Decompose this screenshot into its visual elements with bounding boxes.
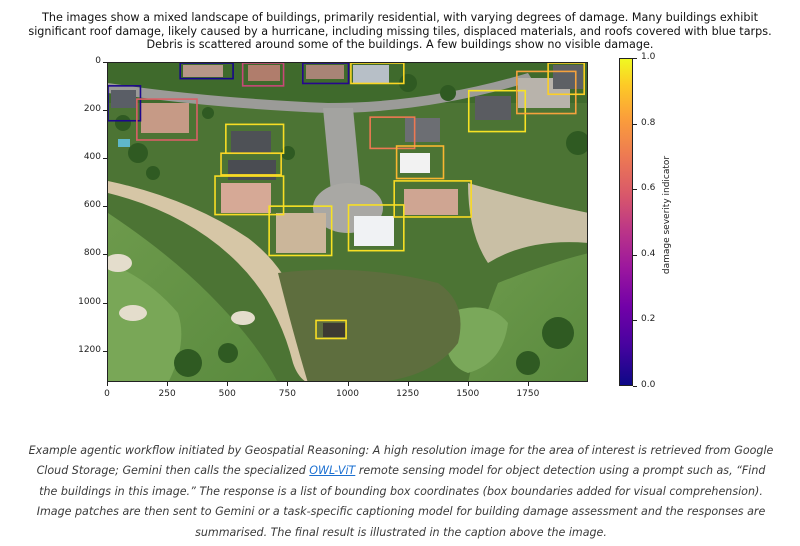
colorbar-label: damage severity indicator (662, 155, 672, 275)
building-bounding-box (547, 63, 585, 96)
y-tick-label: 0 (95, 56, 101, 66)
building-bounding-box (369, 116, 416, 150)
x-tick-mark (287, 382, 289, 386)
footer-text-after-link: remote sensing model for object detectio… (36, 464, 766, 539)
footer-caption: Example agentic workflow initiated by Ge… (26, 441, 776, 543)
y-tick-label: 200 (83, 104, 101, 115)
building-bounding-box (315, 319, 347, 340)
x-tick-label: 250 (158, 389, 176, 399)
x-tick-label: 1250 (396, 389, 420, 399)
y-tick-mark (103, 254, 107, 256)
y-tick-label: 400 (83, 152, 101, 163)
x-tick-mark (107, 382, 108, 386)
colorbar-tick-mark (633, 123, 637, 125)
y-tick-label: 1000 (78, 296, 101, 307)
building-bounding-box (516, 70, 577, 115)
x-tick-mark (347, 382, 349, 386)
colorbar-tick-label: 0.8 (641, 117, 656, 128)
colorbar-tick-label: 0.6 (641, 183, 656, 194)
houses-layer (111, 65, 583, 337)
building-bounding-box (214, 175, 285, 216)
colorbar-tick-mark (633, 386, 637, 387)
colorbar-tick-label: 0.2 (641, 314, 656, 325)
y-tick-mark (103, 350, 107, 352)
colorbar-tick-label: 1.0 (641, 52, 656, 62)
x-tick-mark (467, 382, 469, 386)
colorbar (619, 58, 633, 386)
bounding-box-layer (108, 63, 585, 340)
building-bounding-box (393, 180, 472, 218)
y-tick-label: 600 (83, 200, 101, 211)
colorbar-tick-label: 0.0 (641, 380, 656, 390)
y-tick-label: 1200 (78, 344, 101, 355)
y-tick-mark (103, 110, 107, 112)
building-bounding-box (302, 63, 350, 85)
building-bounding-box (108, 85, 142, 122)
x-tick-label: 750 (278, 389, 296, 399)
y-tick-label: 800 (83, 248, 101, 259)
colorbar-tick-mark (633, 254, 637, 256)
y-tick-mark (103, 158, 107, 160)
building-bounding-box (350, 63, 405, 85)
aerial-image-plot (107, 62, 588, 382)
x-tick-mark (227, 382, 229, 386)
y-tick-mark (103, 62, 107, 63)
building-bounding-box (220, 152, 282, 176)
x-tick-label: 1500 (456, 389, 480, 399)
x-tick-mark (527, 382, 529, 386)
owl-vit-link[interactable]: OWL-ViT (309, 464, 356, 478)
building-bounding-box (268, 205, 333, 257)
x-tick-label: 1000 (336, 389, 359, 399)
building-bounding-box (467, 89, 527, 133)
building-bounding-box (395, 145, 445, 180)
colorbar-tick-label: 0.4 (641, 248, 656, 259)
x-tick-mark (407, 382, 409, 386)
y-tick-mark (103, 302, 107, 304)
y-tick-mark (103, 206, 107, 208)
building-bounding-box (347, 204, 405, 252)
colorbar-tick-mark (633, 320, 637, 322)
footer-text-before-link: Example agentic workflow initiated by Ge… (28, 444, 774, 478)
x-tick-mark (167, 382, 169, 386)
colorbar-tick-mark (633, 189, 637, 191)
building-bounding-box (179, 63, 234, 80)
x-tick-label: 500 (218, 389, 236, 399)
x-tick-label: 1750 (516, 389, 540, 399)
header-caption: The images show a mixed landscape of bui… (28, 11, 772, 52)
colorbar-tick-mark (633, 58, 637, 59)
x-tick-label: 0 (104, 389, 110, 399)
aerial-image (108, 63, 587, 381)
building-bounding-box (136, 98, 198, 141)
building-bounding-box (241, 63, 285, 87)
